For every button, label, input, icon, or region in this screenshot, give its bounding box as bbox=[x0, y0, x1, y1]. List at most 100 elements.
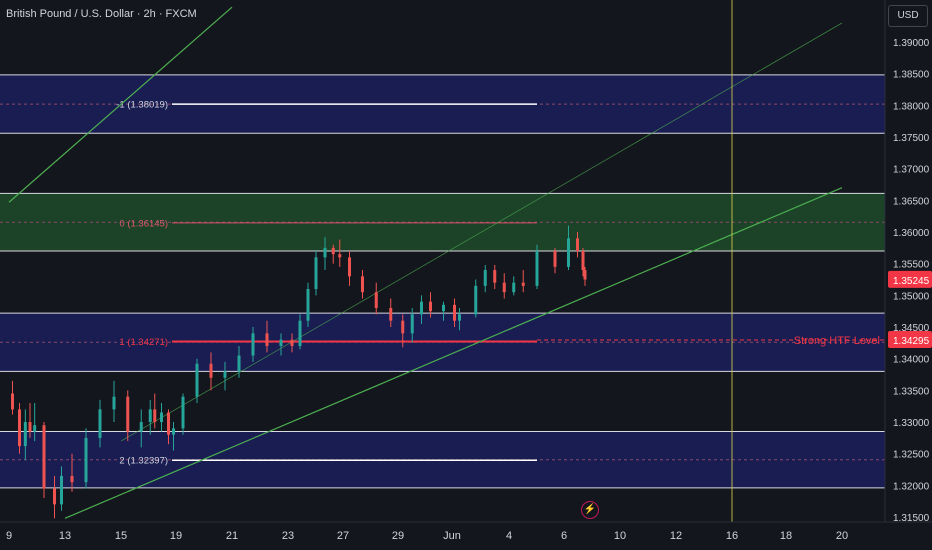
candle-body bbox=[323, 247, 327, 258]
candle-body bbox=[42, 425, 46, 489]
currency-button[interactable]: USD bbox=[888, 5, 928, 27]
time-tick-label: 27 bbox=[337, 530, 349, 542]
candle-body bbox=[237, 355, 241, 372]
zone-green bbox=[0, 193, 885, 252]
price-tick-label: 1.32000 bbox=[893, 481, 930, 492]
fib-level-label: 1 (1.34271) bbox=[119, 337, 168, 348]
strong-level-price-label: 1.34295 bbox=[893, 336, 930, 347]
price-tick-label: 1.32500 bbox=[893, 450, 930, 461]
price-tick-label: 1.31500 bbox=[893, 513, 930, 524]
channel-line bbox=[120, 22, 843, 442]
candle-body bbox=[18, 409, 21, 447]
price-axis[interactable]: 1.39000 1.38500 1.38000 1.37500 1.37000 1.365… bbox=[884, 0, 932, 550]
candle-body bbox=[298, 320, 302, 347]
candle-body bbox=[23, 422, 27, 447]
candle-body bbox=[493, 270, 497, 283]
candle-body bbox=[28, 422, 32, 432]
candle-body bbox=[576, 238, 579, 252]
candle-body bbox=[290, 339, 294, 347]
lightning-icon[interactable]: ⚡ bbox=[581, 501, 599, 519]
candle-body bbox=[389, 308, 393, 321]
channel-lines-layer bbox=[8, 6, 843, 519]
candle-body bbox=[420, 301, 423, 315]
current-price-badge bbox=[888, 270, 932, 288]
strong-level-layer: Strong HTF Level bbox=[537, 335, 885, 347]
candle-body bbox=[251, 333, 255, 356]
candle-body bbox=[148, 409, 152, 423]
candle-body bbox=[567, 238, 570, 267]
candle-body bbox=[53, 488, 56, 505]
candle-body bbox=[583, 270, 587, 280]
candle-body bbox=[84, 437, 88, 483]
candle-body bbox=[401, 320, 405, 334]
time-tick-label: 13 bbox=[59, 530, 71, 542]
time-axis-background bbox=[0, 522, 932, 550]
candle-body bbox=[429, 301, 432, 312]
time-tick-label: 10 bbox=[614, 530, 626, 542]
candle-body bbox=[98, 409, 102, 438]
time-tick-label: 29 bbox=[392, 530, 404, 542]
candle-body bbox=[581, 251, 585, 271]
candle-body bbox=[265, 333, 269, 347]
time-tick-label: Jun bbox=[443, 530, 461, 542]
time-tick-label: 12 bbox=[670, 530, 682, 542]
candle-body bbox=[195, 363, 199, 397]
time-tick-label: 19 bbox=[170, 530, 182, 542]
candle-body bbox=[474, 285, 478, 315]
price-tick-label: 1.35500 bbox=[893, 260, 930, 271]
candle-body bbox=[348, 257, 351, 277]
price-tick-label: 1.38000 bbox=[893, 101, 930, 112]
candle-body bbox=[483, 270, 487, 286]
fib-level-label: 0 (1.36145) bbox=[119, 218, 168, 229]
candle-body bbox=[338, 254, 342, 258]
price-tick-label: 1.36500 bbox=[893, 196, 930, 207]
time-tick-label: 16 bbox=[726, 530, 738, 542]
time-tick-label: 20 bbox=[836, 530, 848, 542]
price-tick-label: 1.34000 bbox=[893, 355, 930, 366]
fib-level-label: -1 (1.38019) bbox=[116, 100, 168, 111]
fib-level-label: 2 (1.32397) bbox=[119, 456, 168, 467]
time-tick-label: 9 bbox=[6, 530, 12, 542]
candle-body bbox=[112, 396, 116, 410]
candle-body bbox=[139, 422, 143, 432]
candle-body bbox=[181, 396, 185, 429]
price-tick-label: 1.34500 bbox=[893, 323, 930, 334]
candle-body bbox=[374, 292, 378, 309]
candle-body bbox=[331, 247, 335, 255]
candle-body bbox=[126, 396, 130, 432]
candle-body bbox=[453, 304, 456, 321]
candle-body bbox=[306, 289, 310, 321]
candle-body bbox=[153, 409, 157, 423]
candle-body bbox=[410, 314, 414, 334]
channel-line bbox=[8, 6, 233, 203]
fib-levels-layer: -1 (1.38019) 0 (1.36145) 1 (1.34271) 2 (1.3… bbox=[116, 100, 537, 467]
candle-body bbox=[11, 393, 14, 410]
candle-body bbox=[442, 304, 445, 312]
price-tick-label: 1.33500 bbox=[893, 386, 930, 397]
candle-body bbox=[223, 371, 227, 378]
candle-body bbox=[209, 363, 213, 378]
candle-body bbox=[512, 282, 516, 293]
chart-title: British Pound / U.S. Dollar · 2h · FXCM bbox=[6, 8, 197, 20]
candle-body bbox=[160, 412, 163, 423]
candle-body bbox=[33, 425, 37, 432]
time-tick-label: 21 bbox=[226, 530, 238, 542]
zone-lines-layer bbox=[0, 74, 885, 489]
price-tick-label: 1.35000 bbox=[893, 291, 930, 302]
candle-body bbox=[172, 428, 175, 435]
strong-level-badge bbox=[888, 331, 932, 349]
candle-body bbox=[535, 251, 539, 286]
strong-level-label: Strong HTF Level bbox=[794, 335, 880, 347]
candle-body bbox=[553, 251, 557, 267]
price-tick-label: 1.38500 bbox=[893, 70, 930, 81]
time-tick-label: 6 bbox=[561, 530, 567, 542]
time-axis[interactable]: 9 13 15 19 21 23 27 29 Jun 4 6 10 12 16 18 20 bbox=[0, 521, 932, 550]
candle-body bbox=[361, 276, 364, 293]
current-price-label: 1.35245 bbox=[893, 276, 930, 287]
time-tick-label: 18 bbox=[780, 530, 792, 542]
price-tick-label: 1.37000 bbox=[893, 165, 930, 176]
candle-body bbox=[70, 475, 74, 483]
candles-layer bbox=[11, 225, 587, 519]
candle-body bbox=[502, 282, 506, 293]
